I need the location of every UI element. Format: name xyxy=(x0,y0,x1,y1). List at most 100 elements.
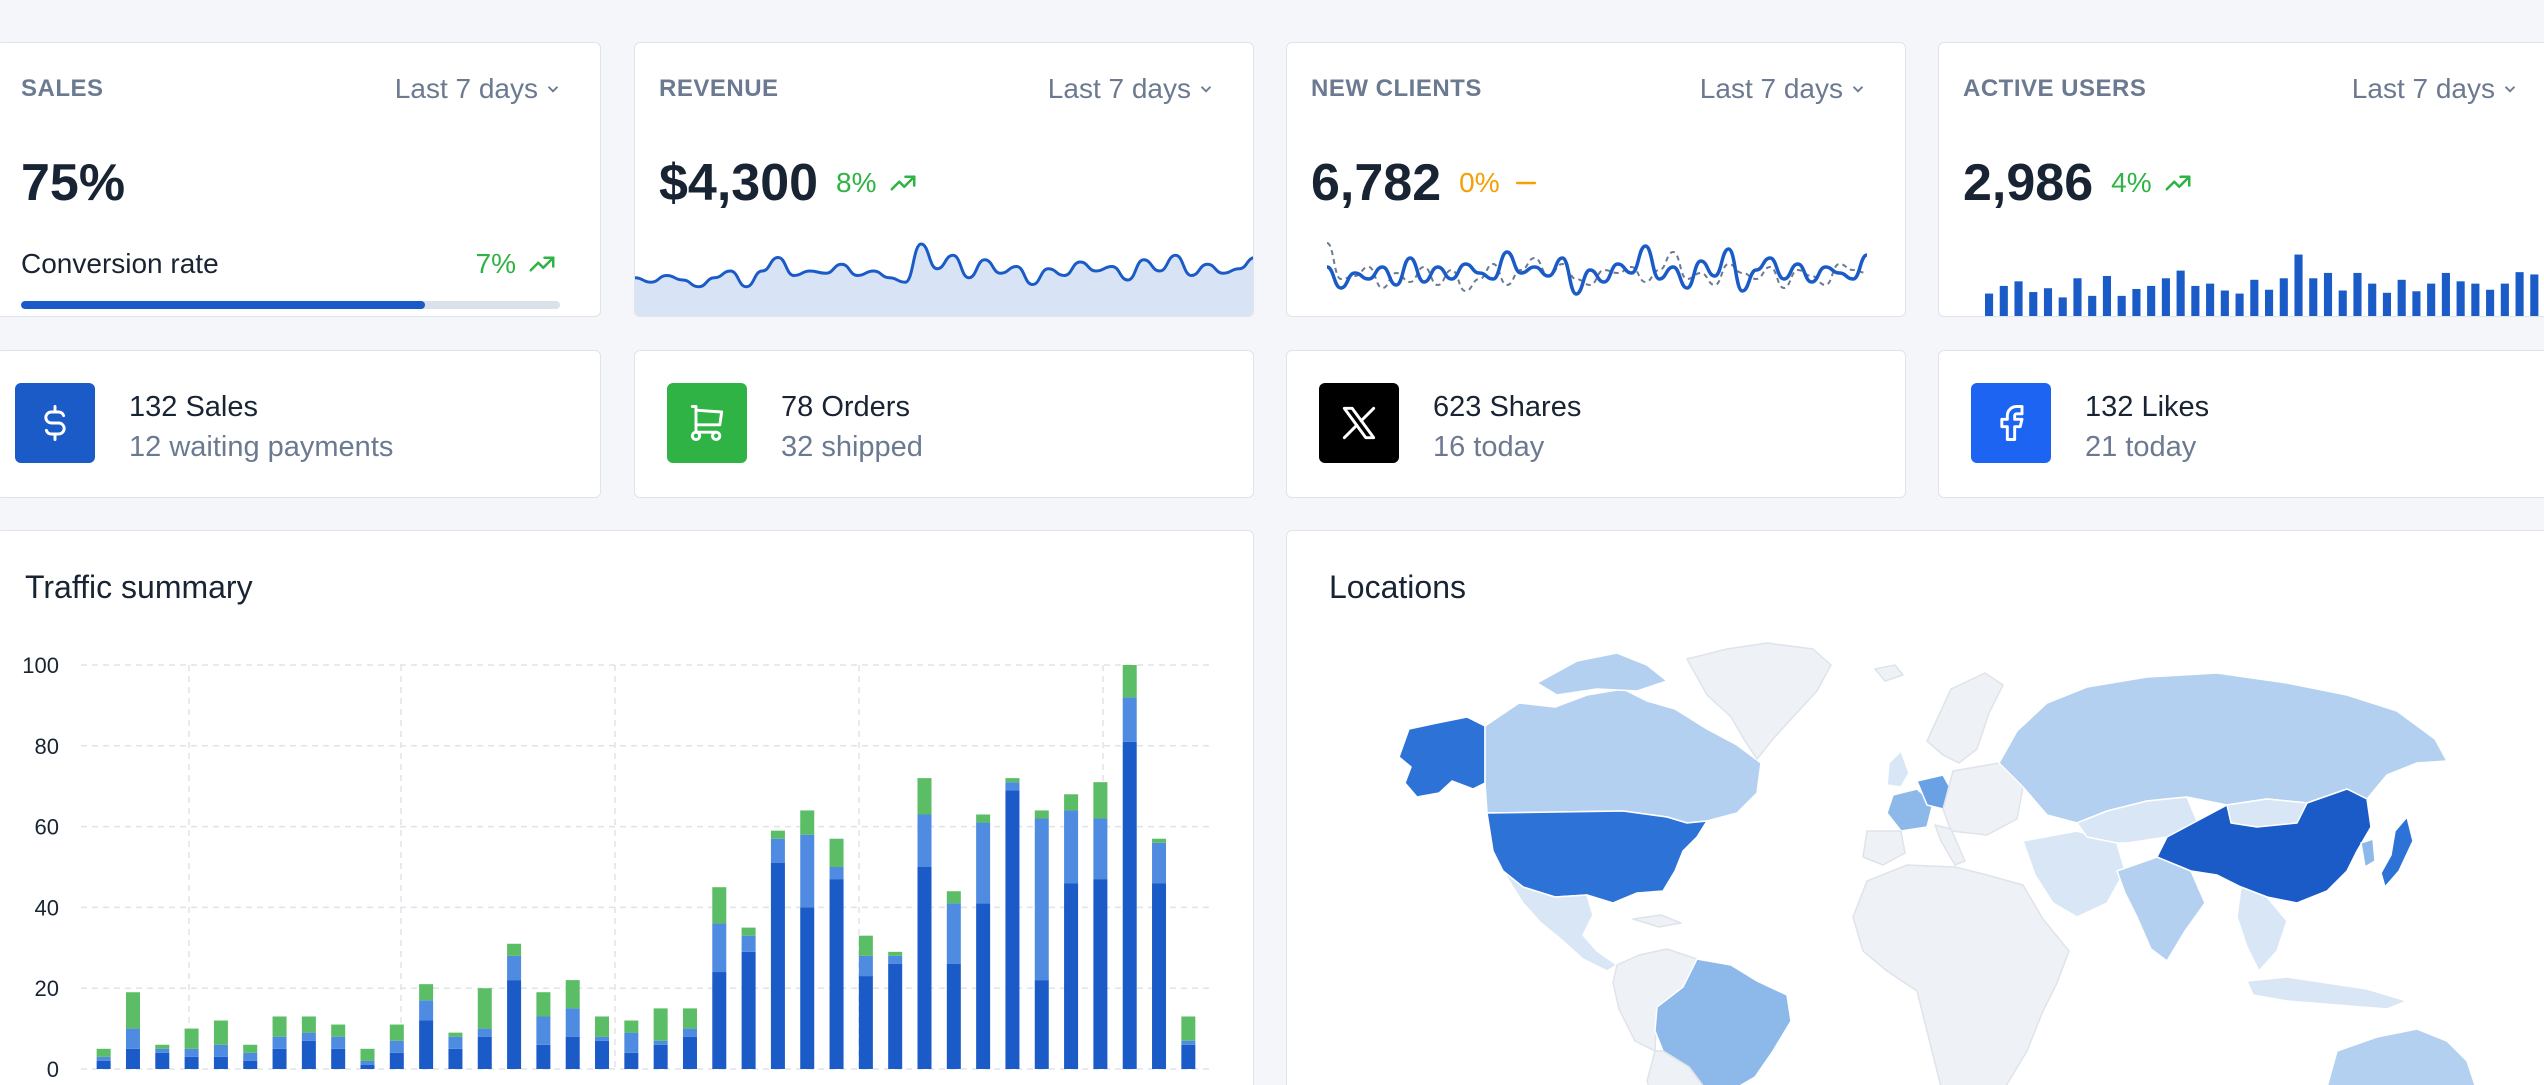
traffic-bar-segment xyxy=(917,778,932,815)
traffic-bar-segment xyxy=(507,943,522,956)
period-dropdown[interactable]: Last 7 days xyxy=(2352,73,2519,105)
traffic-bar-segment xyxy=(741,951,756,1069)
new-clients-change: 0% xyxy=(1459,167,1500,198)
kpi-card-sales: SALES Last 7 days 75% Conversion rate 7% xyxy=(0,42,601,317)
active-users-bar xyxy=(2073,278,2082,316)
active-users-bar xyxy=(2220,290,2229,316)
revenue-trend: 8% xyxy=(836,167,920,199)
dollar-icon xyxy=(44,405,66,441)
map-country-canada[interactable] xyxy=(1484,688,1762,824)
world-map[interactable] xyxy=(1287,531,2544,1085)
map-country-alaska[interactable] xyxy=(1398,716,1486,798)
traffic-bar-segment xyxy=(1152,838,1167,843)
map-region-arctic-islands[interactable] xyxy=(1536,652,1668,696)
active-users-bar xyxy=(2353,272,2362,316)
traffic-bar-segment xyxy=(536,992,551,1017)
traffic-bar-segment xyxy=(770,862,785,1069)
active-users-bar xyxy=(2088,295,2097,316)
traffic-summary-card: Traffic summary 0 20 40 60 80 100 xyxy=(0,530,1254,1085)
traffic-bar-segment xyxy=(1122,697,1137,742)
active-users-bar xyxy=(2471,283,2480,316)
period-label: Last 7 days xyxy=(2351,73,2495,104)
map-region-indonesia[interactable] xyxy=(2246,976,2408,1010)
new-clients-trend: 0% xyxy=(1459,167,1543,199)
map-country-japan[interactable] xyxy=(2380,816,2414,888)
map-country-mexico[interactable] xyxy=(1502,870,1618,972)
traffic-bar-segment xyxy=(565,980,580,1009)
kpi-card-active-users: ACTIVE USERS Last 7 days 2,986 4% xyxy=(1938,42,2544,317)
traffic-bar-segment xyxy=(888,951,903,956)
traffic-bar-segment xyxy=(858,976,873,1069)
traffic-summary-title: Traffic summary xyxy=(25,569,253,605)
traffic-bar-segment xyxy=(800,834,815,908)
traffic-bar-segment xyxy=(125,1028,140,1049)
period-dropdown[interactable]: Last 7 days xyxy=(1048,73,1215,105)
traffic-bar-segment xyxy=(653,1008,668,1041)
stat-card-shares: 623 Shares 16 today xyxy=(1286,350,1906,498)
map-country-iceland[interactable] xyxy=(1874,664,1904,682)
traffic-bar-segment xyxy=(1093,879,1108,1069)
active-users-bar xyxy=(2014,281,2023,316)
map-country-korea[interactable] xyxy=(2360,838,2376,868)
traffic-bar-segment xyxy=(1122,741,1137,1069)
traffic-bar-segment xyxy=(976,822,991,904)
stat-card-likes: 132 Likes 21 today xyxy=(1938,350,2544,498)
traffic-bar-segment xyxy=(477,988,492,1029)
map-country-russia[interactable] xyxy=(1998,672,2448,824)
period-label: Last 7 days xyxy=(394,73,538,104)
traffic-bar-segment xyxy=(419,1000,434,1021)
traffic-bar-segment xyxy=(741,927,756,936)
map-country-united-kingdom[interactable] xyxy=(1886,750,1910,788)
traffic-bar-segment xyxy=(448,1032,463,1037)
map-country-italy[interactable] xyxy=(1934,824,1966,866)
map-region-southeast-asia[interactable] xyxy=(2236,886,2288,972)
active-users-bar xyxy=(2058,297,2067,316)
trending-up-icon xyxy=(529,256,555,272)
cart-icon xyxy=(690,405,724,441)
map-region-africa[interactable] xyxy=(1852,864,2070,1085)
stat-secondary: 21 today xyxy=(2085,431,2197,463)
new-clients-compare-line xyxy=(1327,242,1867,293)
traffic-bar-segment xyxy=(331,1024,346,1037)
traffic-bar-segment xyxy=(624,1052,639,1069)
traffic-bar-segment xyxy=(213,1020,228,1045)
traffic-bar-segment xyxy=(829,867,844,880)
stat-secondary: 32 shipped xyxy=(781,431,923,463)
active-users-trend: 4% xyxy=(2111,167,2195,199)
traffic-bar-segment xyxy=(536,1044,551,1069)
map-region-scandinavia[interactable] xyxy=(1926,672,2004,764)
active-users-bar xyxy=(2441,272,2450,316)
traffic-bar-segment xyxy=(1152,883,1167,1069)
map-region-middle-east[interactable] xyxy=(2022,830,2126,918)
active-users-change: 4% xyxy=(2111,167,2152,198)
active-users-bar xyxy=(2147,285,2156,316)
traffic-bar-segment xyxy=(1005,790,1020,1069)
traffic-bar-segment xyxy=(917,814,932,867)
traffic-bar-segment xyxy=(946,891,961,904)
map-region-southern-cone[interactable] xyxy=(1646,1050,1707,1085)
active-users-bar xyxy=(2102,275,2111,316)
kpi-card-new-clients: NEW CLIENTS Last 7 days 6,782 0% xyxy=(1286,42,1906,317)
new-clients-sparkline xyxy=(1327,242,1867,296)
map-country-india[interactable] xyxy=(2116,856,2206,962)
period-dropdown[interactable]: Last 7 days xyxy=(1700,73,1867,105)
traffic-bar-segment xyxy=(213,1056,228,1069)
active-users-bar xyxy=(2191,285,2200,316)
map-country-greenland[interactable] xyxy=(1686,642,1832,760)
kpi-value: 75% xyxy=(21,154,126,212)
revenue-change: 8% xyxy=(836,167,877,198)
map-country-mongolia[interactable] xyxy=(2226,798,2308,828)
stat-main: 132 Sales xyxy=(129,391,258,423)
traffic-bar-segment xyxy=(243,1052,258,1061)
kpi-value: $4,300 xyxy=(659,154,819,212)
map-country-brazil[interactable] xyxy=(1654,958,1792,1085)
period-dropdown[interactable]: Last 7 days xyxy=(395,73,562,105)
map-country-france[interactable] xyxy=(1886,788,1934,832)
traffic-bar-segment xyxy=(976,814,991,823)
map-country-australia[interactable] xyxy=(2326,1028,2477,1085)
map-region-caribbean[interactable] xyxy=(1632,914,1682,928)
map-region-iberia[interactable] xyxy=(1862,830,1906,866)
traffic-bar-segment xyxy=(272,1048,287,1069)
traffic-bar-segment xyxy=(125,1048,140,1069)
chevron-down-icon xyxy=(1200,86,1212,93)
